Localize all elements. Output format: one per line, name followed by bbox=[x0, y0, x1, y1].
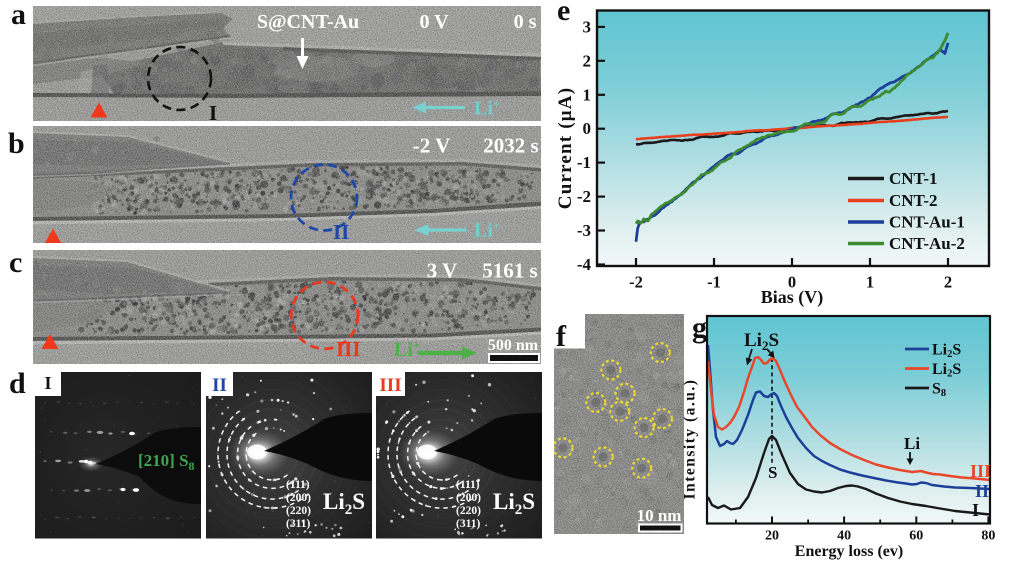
svg-text:S: S bbox=[768, 463, 777, 482]
svg-text:(200): (200) bbox=[456, 492, 481, 504]
svg-text:Bias (V): Bias (V) bbox=[761, 287, 824, 308]
svg-text:(311): (311) bbox=[286, 518, 310, 530]
svg-text:(220): (220) bbox=[286, 505, 311, 517]
svg-text:1: 1 bbox=[866, 273, 874, 292]
svg-text:Li2S: Li2S bbox=[932, 342, 961, 361]
svg-text:Li2S: Li2S bbox=[323, 489, 365, 518]
svg-text:Energy loss (ev): Energy loss (ev) bbox=[795, 543, 903, 560]
svg-text:10 nm: 10 nm bbox=[637, 506, 682, 525]
svg-text:[210] S8: [210] S8 bbox=[138, 451, 195, 473]
svg-text:-4: -4 bbox=[577, 255, 592, 274]
svg-text:5161 s: 5161 s bbox=[482, 259, 537, 283]
svg-text:Li: Li bbox=[904, 434, 920, 453]
svg-text:CNT-1: CNT-1 bbox=[889, 169, 938, 188]
svg-text:Li2S: Li2S bbox=[493, 489, 535, 518]
svg-text:2: 2 bbox=[583, 51, 592, 70]
svg-text:II: II bbox=[333, 220, 349, 243]
svg-text:CNT-Au-2: CNT-Au-2 bbox=[889, 234, 965, 253]
svg-text:III: III bbox=[379, 375, 401, 396]
svg-text:-2: -2 bbox=[577, 187, 591, 206]
svg-text:3 V: 3 V bbox=[427, 259, 458, 283]
svg-text:(111): (111) bbox=[286, 479, 310, 491]
svg-text:0 s: 0 s bbox=[514, 11, 537, 33]
svg-text:Li2S: Li2S bbox=[744, 330, 779, 353]
svg-text:500 nm: 500 nm bbox=[488, 337, 539, 354]
svg-text:0: 0 bbox=[583, 119, 592, 138]
svg-text:-2: -2 bbox=[629, 273, 643, 292]
svg-text:III: III bbox=[970, 461, 991, 481]
svg-text:(311): (311) bbox=[456, 518, 480, 530]
svg-text:II: II bbox=[212, 375, 227, 396]
svg-text:0: 0 bbox=[788, 273, 796, 292]
svg-text:3: 3 bbox=[583, 17, 592, 36]
svg-text:Intensity (a.u.): Intensity (a.u.) bbox=[682, 379, 699, 500]
svg-text:(200): (200) bbox=[286, 492, 311, 504]
svg-text:40: 40 bbox=[837, 529, 851, 544]
svg-text:CNT-Au-1: CNT-Au-1 bbox=[889, 213, 965, 232]
svg-text:60: 60 bbox=[909, 529, 923, 544]
svg-text:80: 80 bbox=[981, 529, 995, 544]
svg-text:I: I bbox=[972, 500, 979, 520]
svg-text:II: II bbox=[975, 481, 989, 501]
svg-text:-2 V: -2 V bbox=[413, 134, 451, 158]
svg-text:2032 s: 2032 s bbox=[483, 134, 538, 158]
svg-text:CNT-2: CNT-2 bbox=[889, 191, 938, 210]
svg-text:(220): (220) bbox=[456, 505, 481, 517]
svg-text:-3: -3 bbox=[577, 221, 591, 240]
svg-text:2: 2 bbox=[944, 273, 952, 292]
svg-text:Li2S: Li2S bbox=[932, 361, 961, 380]
svg-text:20: 20 bbox=[765, 529, 779, 544]
svg-text:Current (μA): Current (μA) bbox=[555, 87, 576, 209]
svg-text:-1: -1 bbox=[577, 153, 591, 172]
svg-text:S@CNT-Au: S@CNT-Au bbox=[257, 11, 359, 33]
svg-text:1: 1 bbox=[583, 85, 592, 104]
svg-text:(111): (111) bbox=[456, 479, 480, 491]
svg-text:0 V: 0 V bbox=[419, 11, 449, 33]
svg-text:I: I bbox=[44, 373, 51, 393]
svg-text:III: III bbox=[336, 337, 361, 361]
svg-text:I: I bbox=[209, 101, 217, 121]
svg-text:-1: -1 bbox=[707, 273, 721, 292]
